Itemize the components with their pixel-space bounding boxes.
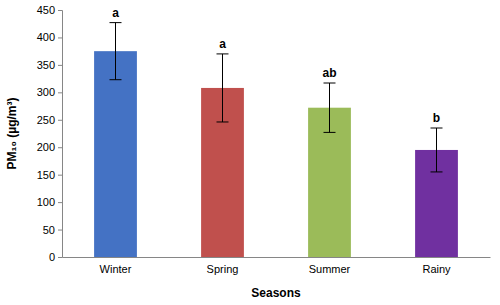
y-tick-mark: [58, 175, 62, 176]
y-tick-label: 450: [37, 4, 55, 16]
y-tick-mark: [58, 230, 62, 231]
y-tick-mark: [58, 65, 62, 66]
y-tick: 200: [37, 141, 62, 153]
error-bar-stem: [329, 83, 330, 132]
y-tick-mark: [58, 202, 62, 203]
y-tick-mark: [58, 10, 62, 11]
y-tick-mark: [58, 120, 62, 121]
y-tick: 350: [37, 59, 62, 71]
y-tick: 450: [37, 4, 62, 16]
error-bar-cap: [431, 171, 443, 172]
y-tick-mark: [58, 257, 62, 258]
y-tick-label: 200: [37, 141, 55, 153]
y-tick: 300: [37, 86, 62, 98]
annotation: a: [219, 37, 226, 51]
y-axis-line: [58, 11, 63, 258]
plot: 0 50 100 150 200 250 300 350 400 450 Winter Spring S…: [37, 4, 491, 275]
y-axis-title: PM₁₀ (µg/m³): [5, 98, 19, 170]
x-tick: Rainy: [422, 257, 451, 275]
y-tick: 50: [43, 224, 62, 236]
error-bar-cap: [431, 128, 443, 129]
error-bar: [431, 128, 443, 172]
y-tick: 250: [37, 114, 62, 126]
y-tick-label: 400: [37, 31, 55, 43]
y-tick-mark: [58, 92, 62, 93]
y-tick-mark: [58, 37, 62, 38]
error-bar-cap: [324, 132, 336, 133]
marks: [94, 23, 458, 257]
x-tick-label: Winter: [100, 263, 132, 275]
x-axis-line: [63, 257, 491, 258]
x-tick-label: Rainy: [422, 263, 451, 275]
y-axis: 0 50 100 150 200 250 300 350 400 450: [37, 4, 63, 263]
annotation: ab: [322, 66, 336, 80]
error-bar-cap: [217, 121, 229, 122]
x-tick: Summer: [309, 257, 351, 275]
error-bar: [324, 83, 336, 132]
annotation: a: [112, 6, 119, 20]
error-bar-cap: [110, 22, 122, 23]
y-tick-label: 250: [37, 114, 55, 126]
error-bar-cap: [110, 79, 122, 80]
error-bar-cap: [324, 83, 336, 84]
error-bar-stem: [436, 128, 437, 172]
y-tick-mark: [58, 147, 62, 148]
y-tick-label: 300: [37, 86, 55, 98]
x-axis-title: Seasons: [251, 286, 301, 300]
x-axis: Winter Spring Summer Rainy: [63, 257, 491, 275]
y-tick-label: 350: [37, 59, 55, 71]
x-tick-label: Summer: [309, 263, 351, 275]
chart: 0 50 100 150 200 250 300 350 400 450 Winter Spring S…: [0, 0, 500, 305]
y-tick-label: 0: [49, 251, 55, 263]
y-tick-label: 150: [37, 169, 55, 181]
bar: [94, 51, 137, 257]
x-tick: Winter: [100, 257, 132, 275]
y-tick: 100: [37, 196, 62, 208]
x-tick: Spring: [207, 257, 239, 275]
y-tick: 400: [37, 31, 62, 43]
error-bar-stem: [222, 54, 223, 122]
y-tick-label: 100: [37, 196, 55, 208]
annotations: a a ab b: [112, 6, 440, 125]
error-bar-cap: [217, 53, 229, 54]
error-bar: [217, 54, 229, 122]
y-tick: 0: [49, 251, 62, 263]
y-tick-label: 50: [43, 224, 55, 236]
error-bar: [110, 23, 122, 80]
annotation: b: [433, 111, 440, 125]
x-tick-label: Spring: [207, 263, 239, 275]
error-bar-stem: [115, 23, 116, 80]
y-tick: 150: [37, 169, 62, 181]
